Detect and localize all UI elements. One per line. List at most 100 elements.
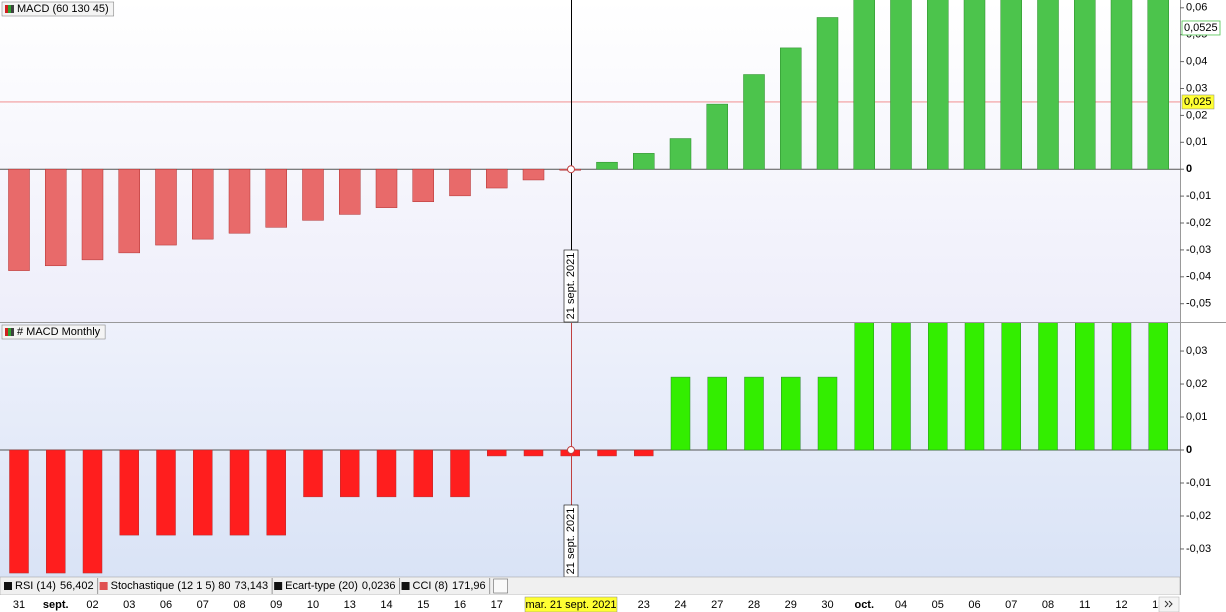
legend-icon [8, 5, 11, 13]
crosshair-dot [567, 446, 575, 454]
bar [266, 449, 286, 536]
y-tick-label: -0,02 [1186, 217, 1211, 229]
bar [156, 449, 176, 536]
legend-icon [5, 5, 8, 13]
legend-icon [8, 328, 11, 336]
bar [45, 168, 67, 267]
bar [119, 449, 139, 536]
status-name: CCI (8) [413, 580, 448, 592]
bar [1037, 0, 1059, 170]
status-button[interactable] [493, 578, 508, 594]
status-name: Ecart-type (20) [285, 580, 358, 592]
x-tick-label: 14 [380, 599, 392, 611]
x-tick-label: 15 [417, 599, 429, 611]
bar [302, 168, 324, 221]
y-tick-label: -0,01 [1186, 190, 1211, 202]
bar [376, 449, 397, 498]
bar [82, 449, 103, 574]
bar [743, 74, 765, 170]
bar [633, 153, 655, 170]
bar [744, 376, 764, 451]
bar [412, 168, 434, 203]
x-tick-label: oct. [854, 599, 874, 611]
bar [81, 168, 104, 261]
bar [155, 168, 177, 246]
bar [413, 449, 433, 498]
bar [486, 168, 508, 189]
panel-title: MACD (60 130 45) [17, 3, 109, 15]
x-tick-label: 17 [491, 599, 503, 611]
bar [375, 168, 398, 208]
bar [192, 168, 214, 240]
bar [890, 0, 912, 170]
bar [596, 161, 618, 170]
status-icon [401, 582, 410, 590]
bar [1001, 323, 1021, 451]
y-tick-label: 0,01 [1186, 411, 1207, 423]
status-icon [274, 582, 283, 590]
bar [228, 168, 251, 234]
bar [193, 449, 213, 536]
x-tick-label: 07 [197, 599, 209, 611]
x-tick-label: 06 [160, 599, 172, 611]
scroll-button[interactable] [1158, 596, 1180, 612]
x-tick-label: sept. [43, 599, 69, 611]
panel-title-bg [1, 1, 115, 17]
bar [9, 449, 29, 574]
reference-label: 0,025 [1184, 96, 1212, 108]
x-tick-label: 11 [1079, 599, 1090, 611]
x-tick-label: 08 [1042, 599, 1054, 611]
x-tick-label: 03 [123, 599, 135, 611]
bar [707, 376, 727, 451]
panel-title: # MACD Monthly [17, 326, 101, 338]
y-tick-label: 0,02 [1186, 109, 1207, 121]
status-value: 171,96 [452, 580, 486, 592]
y-tick-label: -0,05 [1186, 298, 1211, 310]
x-tick-label: 05 [932, 599, 944, 611]
bar [8, 168, 30, 271]
bar [634, 449, 654, 457]
y-tick-label: 0,03 [1186, 345, 1207, 357]
bar [964, 323, 985, 451]
bar [853, 0, 875, 170]
y-tick-label: 0,04 [1186, 56, 1207, 68]
bar [891, 323, 911, 451]
bar [706, 103, 728, 170]
legend-icon [11, 5, 14, 13]
status-name: RSI (14) [15, 580, 56, 592]
bar [1147, 0, 1169, 170]
bar [1075, 323, 1095, 451]
bar [780, 47, 802, 170]
x-tick-label: 30 [821, 599, 833, 611]
bar [854, 323, 874, 451]
bar [523, 449, 544, 457]
y-tick-label: 0 [1186, 163, 1192, 175]
x-tick-label: 27 [711, 599, 723, 611]
y-tick-label: 0,02 [1186, 378, 1207, 390]
x-tick-label: 23 [638, 599, 650, 611]
crosshair-dot [567, 165, 575, 174]
y-tick-label: 0,03 [1186, 82, 1207, 94]
bar [928, 323, 948, 451]
reference-label-bg [1181, 94, 1215, 110]
bar [1111, 323, 1132, 451]
bar [1000, 0, 1022, 170]
x-tick-label: 07 [1005, 599, 1017, 611]
x-tick-label: 06 [968, 599, 980, 611]
status-value: 0,0236 [362, 580, 396, 592]
bar [340, 449, 360, 498]
bar [597, 449, 617, 457]
bar [817, 376, 838, 451]
y-tick-label: -0,04 [1186, 271, 1211, 283]
cursor-date: mar. 21 sept. 2021 [525, 599, 616, 611]
bar [449, 168, 471, 197]
cursor-label: 21 sept. 2021 [565, 253, 577, 320]
bar [927, 0, 949, 170]
scroll-icon [1164, 600, 1173, 608]
bar [816, 17, 839, 170]
x-tick-label: 02 [86, 599, 98, 611]
bar [1074, 0, 1096, 170]
y-tick-label: 0 [1186, 444, 1192, 456]
panel-title-bg [1, 324, 106, 340]
